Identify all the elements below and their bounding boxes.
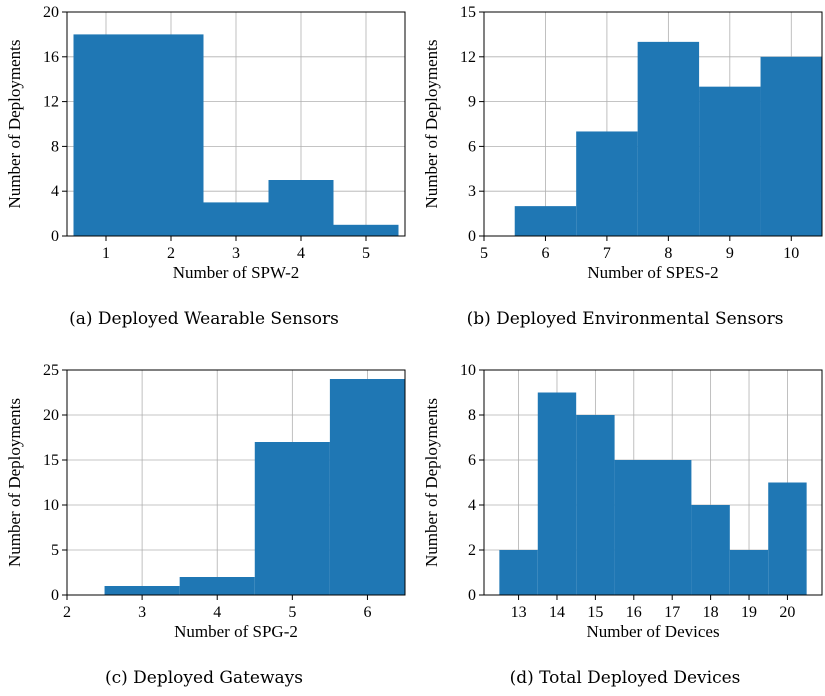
x-axis-label: Number of SPES-2 xyxy=(587,263,718,282)
x-tick-label: 14 xyxy=(549,604,565,621)
x-axis-label: Number of Devices xyxy=(586,622,719,641)
x-tick-label: 19 xyxy=(741,604,757,621)
bar xyxy=(699,86,761,237)
x-tick-label: 10 xyxy=(783,245,799,262)
x-tick-label: 13 xyxy=(511,604,527,621)
y-tick-label: 15 xyxy=(460,4,476,21)
bar xyxy=(614,460,653,595)
caption-a: (a) Deployed Wearable Sensors xyxy=(69,309,339,329)
bar xyxy=(768,482,807,595)
bar xyxy=(499,550,538,595)
bar xyxy=(537,392,577,595)
y-tick-label: 4 xyxy=(468,497,476,514)
x-axis-label: Number of SPW-2 xyxy=(173,263,300,282)
x-tick-label: 2 xyxy=(167,245,175,262)
y-tick-label: 0 xyxy=(51,587,59,604)
y-tick-label: 0 xyxy=(51,228,59,245)
y-axis-label: Number of Deployments xyxy=(5,39,24,208)
x-tick-label: 5 xyxy=(480,245,488,262)
bar xyxy=(104,586,180,595)
x-tick-label: 18 xyxy=(703,604,719,621)
x-tick-label: 4 xyxy=(213,604,221,621)
y-tick-label: 4 xyxy=(51,183,59,200)
bar xyxy=(514,206,577,236)
x-tick-label: 3 xyxy=(138,604,146,621)
x-tick-label: 9 xyxy=(726,245,734,262)
x-tick-label: 16 xyxy=(626,604,642,621)
x-tick-label: 20 xyxy=(779,604,795,621)
x-tick-label: 8 xyxy=(664,245,672,262)
y-axis-label: Number of Deployments xyxy=(422,39,441,208)
bar xyxy=(637,41,700,236)
bar xyxy=(729,550,769,595)
x-tick-label: 17 xyxy=(664,604,680,621)
bar xyxy=(333,224,399,236)
bar xyxy=(576,415,615,595)
y-tick-label: 5 xyxy=(51,542,59,559)
y-tick-label: 10 xyxy=(460,362,476,379)
y-tick-label: 9 xyxy=(468,94,476,111)
x-tick-label: 15 xyxy=(587,604,603,621)
x-tick-label: 1 xyxy=(102,245,110,262)
bar xyxy=(329,379,405,595)
bar xyxy=(73,34,139,237)
x-tick-label: 6 xyxy=(363,604,371,621)
x-tick-label: 7 xyxy=(603,245,611,262)
x-tick-label: 4 xyxy=(297,245,305,262)
bar xyxy=(576,131,638,236)
bar xyxy=(268,180,334,236)
caption-c: (c) Deployed Gateways xyxy=(105,668,303,688)
y-tick-label: 0 xyxy=(468,228,476,245)
y-tick-label: 6 xyxy=(468,452,476,469)
bar xyxy=(179,577,255,595)
y-tick-label: 2 xyxy=(468,542,476,559)
y-tick-label: 16 xyxy=(43,49,59,66)
y-tick-label: 3 xyxy=(468,183,476,200)
y-tick-label: 20 xyxy=(43,407,59,424)
x-axis-label: Number of SPG-2 xyxy=(174,622,298,641)
y-tick-label: 8 xyxy=(468,407,476,424)
x-tick-label: 2 xyxy=(63,604,71,621)
caption-d: (d) Total Deployed Devices xyxy=(510,668,741,688)
chart-c: 2 3 4 5 6 0 5 10 15 20 25 Number of SPG-2 Number of … xyxy=(5,362,406,688)
bar xyxy=(760,56,822,236)
plot-frame xyxy=(66,369,406,596)
x-tick-label: 6 xyxy=(541,245,549,262)
y-tick-label: 6 xyxy=(468,138,476,155)
y-axis-label: Number of Deployments xyxy=(422,398,441,567)
y-tick-label: 0 xyxy=(468,587,476,604)
y-tick-label: 8 xyxy=(51,138,59,155)
caption-b: (b) Deployed Environmental Sensors xyxy=(467,309,784,329)
chart-b: 5 6 7 8 9 10 0 3 6 9 12 15 Number of SPES-2 Number of… xyxy=(422,4,823,329)
x-tick-label: 5 xyxy=(288,604,296,621)
y-tick-label: 20 xyxy=(43,4,59,21)
bar xyxy=(203,202,269,236)
bar xyxy=(254,442,330,595)
bar xyxy=(138,34,204,237)
y-tick-label: 15 xyxy=(43,452,59,469)
chart-d: 13 14 15 16 17 18 19 20 0 2 4 6 8 10 Number of Devices… xyxy=(422,362,823,688)
y-tick-label: 12 xyxy=(43,94,59,111)
y-tick-label: 12 xyxy=(460,49,476,66)
y-tick-label: 25 xyxy=(43,362,59,379)
plot-frame xyxy=(483,11,823,237)
y-axis-label: Number of Deployments xyxy=(5,398,24,567)
x-tick-label: 5 xyxy=(362,245,370,262)
y-tick-label: 10 xyxy=(43,497,59,514)
bar xyxy=(691,505,730,595)
plot-frame xyxy=(483,369,823,596)
x-tick-label: 3 xyxy=(232,245,240,262)
bar xyxy=(653,460,692,595)
